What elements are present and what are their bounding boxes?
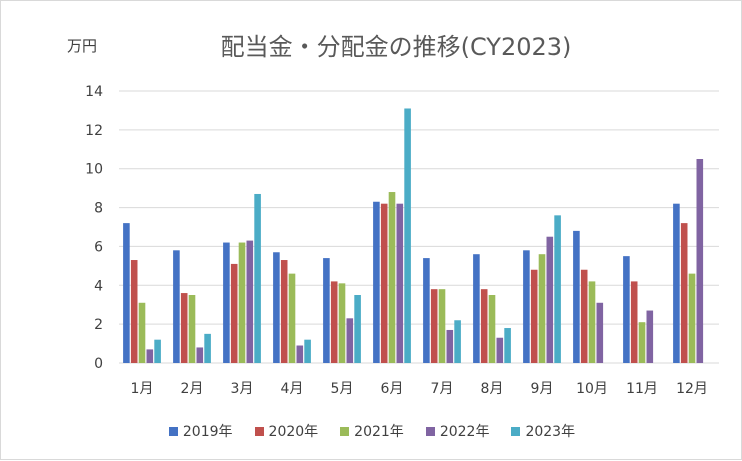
x-tick-label-2: 3月 — [231, 381, 254, 397]
bar-2020年-10月 — [580, 269, 588, 363]
bar-2021年-6月 — [388, 192, 396, 363]
bar-2023年-3月 — [254, 193, 261, 363]
bar-2019年-11月 — [623, 256, 630, 363]
bar-2020年-3月 — [230, 263, 238, 363]
legend-swatch-1 — [254, 426, 264, 436]
bar-2022年-3月 — [246, 240, 254, 363]
bar-2019年-3月 — [223, 242, 230, 363]
legend-swatch-3 — [425, 426, 435, 436]
x-tick-label-6: 7月 — [431, 381, 454, 397]
bar-2023年-6月 — [404, 108, 411, 363]
legend-label-2: 2021年 — [354, 424, 404, 440]
bar-2020年-9月 — [530, 269, 538, 363]
bar-2019年-2月 — [173, 250, 180, 363]
bar-2019年-9月 — [523, 250, 530, 363]
legend-swatch-2 — [340, 426, 350, 436]
x-tick-label-11: 12月 — [676, 381, 708, 397]
legend-item-0: 2019年 — [168, 421, 233, 441]
bar-2020年-2月 — [180, 293, 188, 363]
bar-2023年-4月 — [304, 339, 311, 363]
bar-2022年-8月 — [496, 337, 504, 363]
bar-2021年-10月 — [588, 281, 596, 363]
bar-2020年-4月 — [280, 260, 288, 363]
bar-2022年-7月 — [446, 329, 454, 363]
bar-2023年-8月 — [504, 328, 511, 363]
legend-swatch-0 — [168, 426, 178, 436]
bar-2020年-8月 — [480, 289, 488, 363]
y-unit-label: 万円 — [67, 37, 98, 55]
x-tick-label-5: 6月 — [381, 381, 404, 397]
bar-2019年-12月 — [673, 203, 680, 363]
bar-2021年-7月 — [438, 289, 446, 363]
bar-2021年-8月 — [488, 295, 496, 363]
legend-label-4: 2023年 — [525, 424, 576, 440]
bar-2021年-5月 — [338, 283, 346, 363]
bar-2023年-5月 — [354, 295, 361, 363]
y-tick-label-6: 12 — [85, 123, 103, 139]
bar-2022年-9月 — [546, 236, 554, 363]
bar-2019年-1月 — [123, 223, 130, 363]
y-tick-label-2: 4 — [94, 278, 103, 294]
y-tick-label-1: 2 — [94, 317, 103, 333]
bar-2023年-9月 — [554, 215, 561, 363]
bar-2020年-6月 — [380, 203, 388, 363]
bar-2023年-7月 — [454, 320, 461, 363]
bar-2019年-7月 — [423, 258, 430, 363]
bar-2020年-7月 — [430, 289, 438, 363]
bar-2019年-8月 — [473, 254, 480, 363]
bar-2021年-4月 — [288, 273, 296, 363]
bar-2019年-5月 — [323, 258, 330, 363]
legend-label-3: 2022年 — [439, 424, 490, 440]
x-tick-label-0: 1月 — [131, 381, 154, 397]
y-tick-label-3: 6 — [94, 239, 103, 255]
legend-label-0: 2019年 — [182, 424, 233, 440]
bar-2020年-12月 — [680, 223, 688, 363]
legend-item-3: 2022年 — [425, 421, 490, 441]
x-tick-label-8: 9月 — [531, 381, 554, 397]
legend-item-4: 2023年 — [511, 421, 575, 441]
legend-swatch-4 — [511, 426, 521, 436]
x-tick-label-1: 2月 — [181, 381, 204, 397]
x-tick-label-3: 4月 — [281, 381, 304, 397]
bar-2020年-11月 — [630, 281, 638, 363]
bar-2022年-6月 — [396, 203, 404, 363]
chart-title: 配当金・分配金の推移(CY2023) — [220, 33, 572, 61]
x-tick-label-10: 11月 — [626, 381, 658, 397]
bar-2020年-5月 — [330, 281, 338, 363]
bar-2022年-12月 — [696, 159, 704, 363]
bar-2021年-12月 — [688, 273, 696, 363]
x-tick-label-4: 5月 — [331, 381, 354, 397]
bar-2021年-3月 — [238, 242, 246, 363]
bar-2023年-2月 — [204, 333, 211, 363]
bar-2021年-2月 — [188, 295, 196, 363]
bar-2019年-6月 — [373, 201, 380, 363]
bar-2022年-2月 — [196, 347, 204, 363]
y-tick-label-5: 10 — [85, 162, 103, 178]
bar-2022年-5月 — [346, 318, 354, 363]
bar-2020年-1月 — [130, 260, 138, 363]
y-tick-label-0: 0 — [94, 356, 103, 372]
x-tick-label-9: 10月 — [576, 381, 608, 397]
bar-2022年-1月 — [146, 349, 154, 363]
legend-item-1: 2020年 — [254, 421, 319, 441]
bar-2019年-4月 — [273, 252, 280, 363]
y-tick-label-4: 8 — [94, 201, 103, 217]
bar-2021年-1月 — [138, 302, 146, 363]
bar-2022年-4月 — [296, 345, 304, 363]
bar-2021年-9月 — [538, 254, 546, 363]
bar-2019年-10月 — [573, 230, 580, 363]
legend-item-2: 2021年 — [340, 421, 404, 441]
bar-2021年-11月 — [638, 322, 646, 363]
y-tick-label-7: 14 — [85, 84, 103, 100]
legend: 2019年 2020年 2021年 2022年 2023年 — [1, 421, 742, 441]
x-tick-label-7: 8月 — [481, 381, 504, 397]
bar-2022年-11月 — [646, 310, 654, 363]
bar-2022年-10月 — [596, 302, 604, 363]
bar-2023年-1月 — [154, 339, 161, 363]
legend-label-1: 2020年 — [268, 424, 319, 440]
